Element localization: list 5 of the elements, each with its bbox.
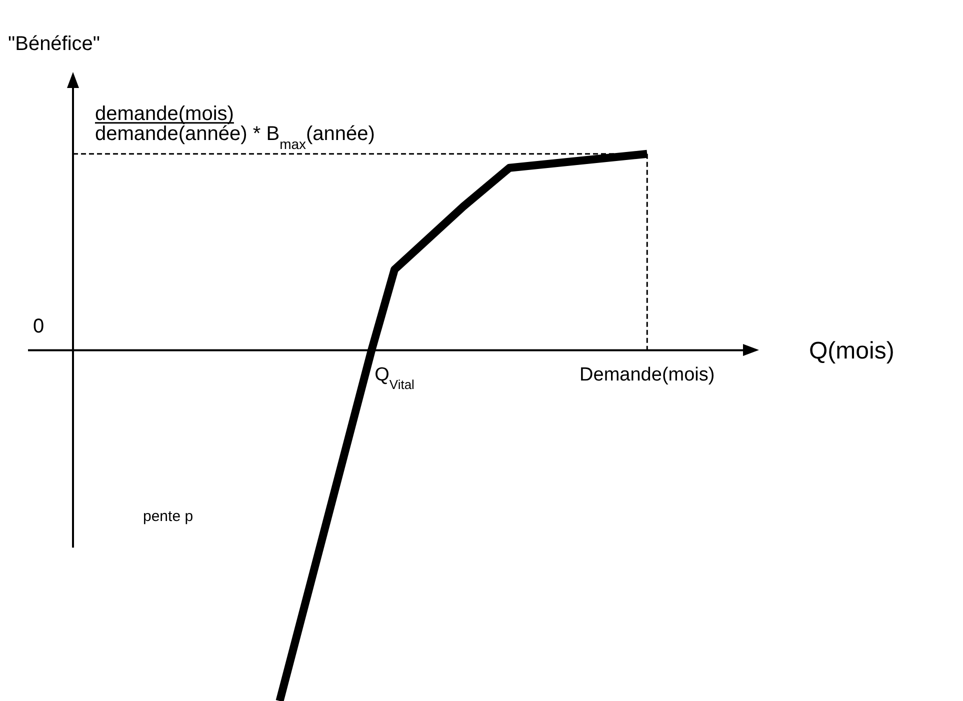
text: 0 — [33, 315, 44, 338]
x-tick-label: Demande(mois) — [580, 364, 715, 386]
x-axis-title: Q(mois) — [809, 337, 894, 364]
annotation: pente p — [143, 508, 194, 525]
y-axis-title: "Bénéfice" — [8, 33, 100, 55]
